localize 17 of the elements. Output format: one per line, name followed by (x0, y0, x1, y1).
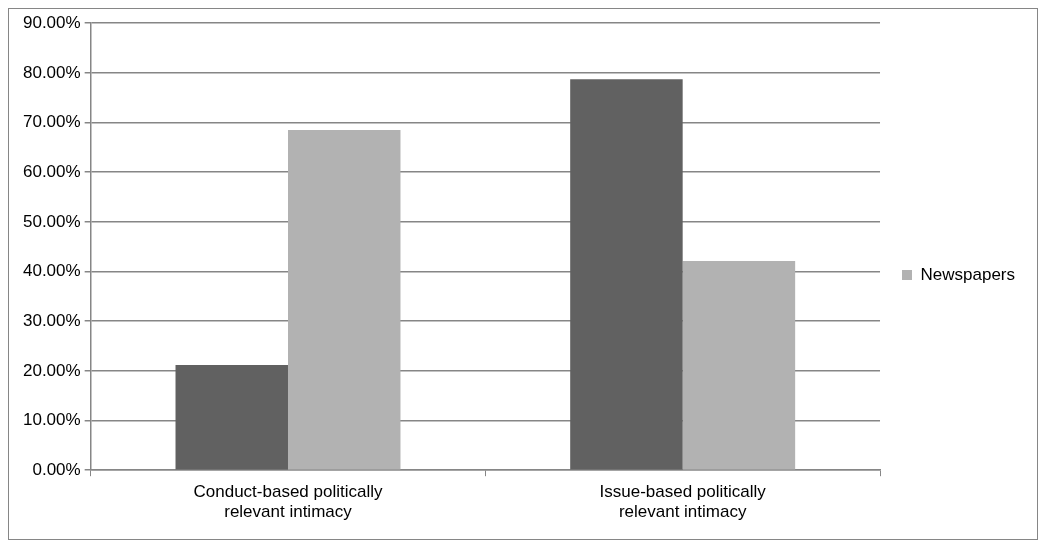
y-tick-label: 90.00% (22, 12, 81, 32)
x-tick-label: Conduct-based politically relevant intimacy (193, 482, 383, 522)
y-tick-label: 20.00% (22, 360, 81, 380)
bar (175, 364, 288, 470)
y-tick-label: 60.00% (22, 161, 81, 181)
bar (570, 79, 683, 470)
y-tick-label: 30.00% (22, 310, 81, 330)
y-tick-label: 50.00% (22, 211, 81, 231)
legend-label: Newspapers (920, 264, 1016, 284)
y-tick-label: 80.00% (22, 62, 81, 82)
bar (682, 261, 796, 470)
bar (288, 129, 401, 470)
y-tick-label: 70.00% (22, 112, 81, 132)
y-tick-label: 10.00% (22, 410, 81, 430)
y-tick-label: 40.00% (22, 261, 81, 281)
x-tick-label: Issue-based politically relevant intimacy (599, 482, 767, 522)
y-tick-label: 0.00% (32, 459, 81, 479)
